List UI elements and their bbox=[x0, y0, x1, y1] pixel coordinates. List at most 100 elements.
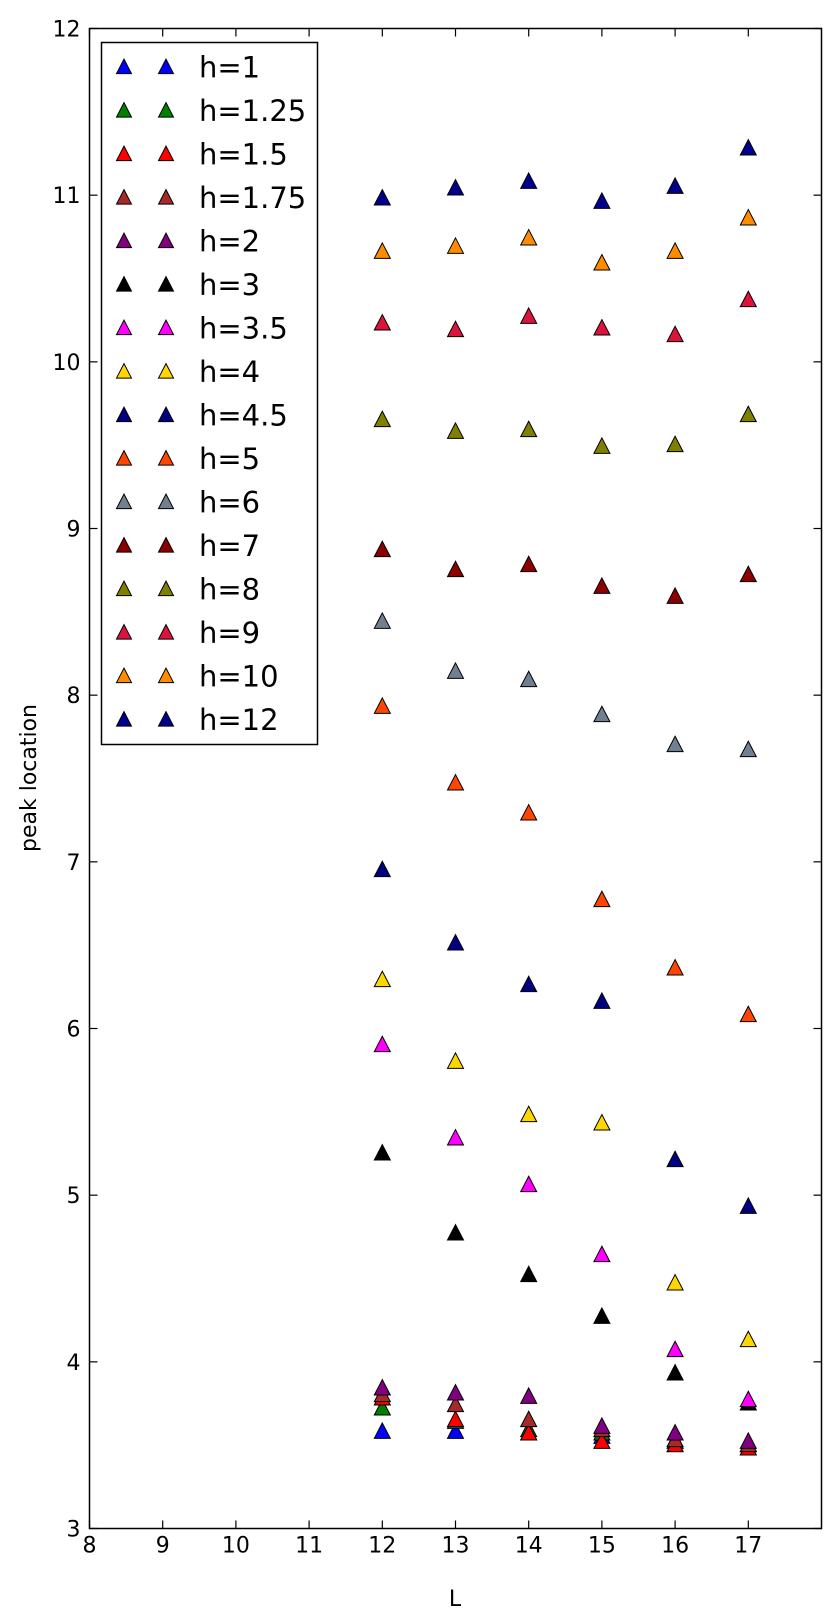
legend-box bbox=[100, 41, 319, 746]
legend-label: h=1 bbox=[199, 51, 260, 85]
legend-marker bbox=[157, 493, 175, 510]
legend-marker bbox=[157, 449, 175, 466]
legend-label: h=2 bbox=[199, 225, 260, 259]
y-tick-label: 7 bbox=[67, 851, 81, 876]
legend-marker bbox=[157, 145, 175, 162]
legend-item: h=3.5 bbox=[115, 312, 288, 346]
data-point bbox=[519, 420, 538, 438]
legend-label: h=4 bbox=[199, 355, 260, 389]
series-h=4.5 bbox=[373, 860, 758, 1214]
data-point bbox=[519, 1265, 538, 1283]
x-tick-label: 8 bbox=[83, 1534, 97, 1559]
legend-label: h=10 bbox=[199, 660, 279, 694]
legend-marker bbox=[115, 449, 133, 466]
data-point bbox=[666, 1423, 684, 1441]
data-point bbox=[519, 306, 538, 324]
legend-marker bbox=[157, 362, 175, 379]
legend-marker bbox=[115, 275, 133, 292]
legend-item: h=12 bbox=[115, 703, 279, 737]
data-point bbox=[373, 611, 392, 629]
data-point bbox=[739, 1431, 758, 1449]
legend-item: h=10 bbox=[115, 660, 279, 694]
legend-marker bbox=[157, 667, 175, 684]
legend-marker bbox=[157, 275, 175, 292]
series-h=7 bbox=[373, 540, 758, 604]
data-point bbox=[593, 1431, 611, 1449]
legend-label: h=1.5 bbox=[199, 138, 288, 172]
legend-marker bbox=[115, 188, 133, 205]
data-point bbox=[739, 208, 758, 226]
legend-marker bbox=[115, 145, 133, 162]
data-point bbox=[666, 1363, 684, 1381]
legend-marker bbox=[115, 232, 133, 249]
data-point bbox=[373, 970, 392, 988]
data-point bbox=[593, 1245, 611, 1263]
data-point bbox=[519, 1386, 538, 1404]
data-point bbox=[373, 1421, 392, 1439]
data-point bbox=[739, 405, 758, 423]
x-tick-label: 11 bbox=[295, 1534, 323, 1559]
x-tick-label: 16 bbox=[661, 1534, 689, 1559]
x-tick-label: 9 bbox=[156, 1534, 170, 1559]
legend-marker bbox=[115, 667, 133, 684]
legend-marker bbox=[115, 580, 133, 597]
data-point bbox=[519, 228, 538, 246]
data-point bbox=[446, 1395, 465, 1413]
data-point bbox=[446, 178, 465, 196]
data-point bbox=[593, 890, 611, 908]
legend-item: h=7 bbox=[115, 529, 260, 563]
y-tick-label: 9 bbox=[67, 518, 81, 543]
legend-marker bbox=[115, 710, 133, 727]
y-tick-label: 8 bbox=[67, 684, 81, 709]
legend-label: h=12 bbox=[199, 703, 279, 737]
data-point bbox=[593, 1113, 611, 1131]
x-tick-label: 12 bbox=[368, 1534, 396, 1559]
series-h=3.5 bbox=[373, 1035, 758, 1408]
data-point bbox=[446, 933, 465, 951]
data-point bbox=[593, 191, 611, 209]
data-point bbox=[446, 1051, 465, 1069]
legend-item: h=1.25 bbox=[115, 94, 306, 128]
legend-item: h=4.5 bbox=[115, 399, 288, 433]
axis-ticks: 8 9 10 11 12 13 14 15 16 17 3 4 5 6 7 8 9 10 11 12 bbox=[53, 18, 822, 1559]
legend-item: h=2 bbox=[115, 225, 260, 259]
y-tick-label: 6 bbox=[67, 1018, 81, 1043]
data-point bbox=[593, 436, 611, 454]
data-point bbox=[373, 1143, 392, 1161]
legend-marker bbox=[157, 232, 175, 249]
data-point bbox=[666, 176, 684, 194]
series-h=9 bbox=[373, 290, 758, 343]
data-point bbox=[593, 991, 611, 1009]
legend-item: h=4 bbox=[115, 355, 260, 389]
data-point bbox=[593, 253, 611, 271]
data-point bbox=[593, 1416, 611, 1434]
data-point bbox=[519, 803, 538, 821]
legend-marker bbox=[115, 493, 133, 510]
y-tick-label: 11 bbox=[53, 184, 81, 209]
data-point bbox=[373, 188, 392, 206]
data-point bbox=[593, 318, 611, 336]
x-tick-label: 10 bbox=[222, 1534, 250, 1559]
data-marks bbox=[373, 138, 758, 1456]
series-h=6 bbox=[373, 611, 758, 758]
data-point bbox=[373, 1378, 392, 1396]
legend-item: h=1 bbox=[115, 51, 260, 85]
legend-label: h=4.5 bbox=[199, 399, 288, 433]
x-axis-label: L bbox=[449, 1587, 462, 1612]
legend-marker bbox=[157, 406, 175, 423]
series-h=4 bbox=[373, 970, 758, 1348]
y-tick-label: 10 bbox=[53, 351, 81, 376]
series-h=5 bbox=[373, 696, 758, 1023]
data-point bbox=[446, 560, 465, 578]
legend-marker bbox=[115, 101, 133, 118]
legend-item: h=1.75 bbox=[115, 181, 306, 215]
data-point bbox=[446, 773, 465, 791]
data-point bbox=[373, 540, 392, 558]
legend-item: h=3 bbox=[115, 268, 260, 302]
data-point bbox=[519, 1423, 538, 1441]
legend-marker bbox=[157, 536, 175, 553]
legend-item: h=6 bbox=[115, 486, 260, 520]
legend-label: h=3 bbox=[199, 268, 260, 302]
data-point bbox=[519, 670, 538, 688]
